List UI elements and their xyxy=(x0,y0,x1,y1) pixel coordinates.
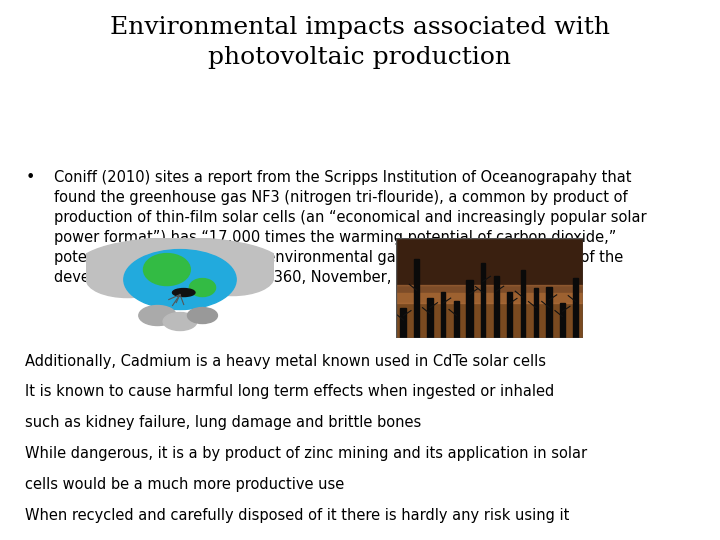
Text: •: • xyxy=(25,170,35,185)
Ellipse shape xyxy=(77,238,283,294)
Text: such as kidney failure, lung damage and brittle bones: such as kidney failure, lung damage and … xyxy=(25,415,421,430)
Bar xyxy=(481,262,485,338)
Text: Coniff (2010) sites a report from the Scripps Institution of Oceanograpahy that
: Coniff (2010) sites a report from the Sc… xyxy=(54,170,647,285)
Bar xyxy=(507,292,512,338)
Bar xyxy=(400,308,407,338)
Circle shape xyxy=(163,313,197,330)
Bar xyxy=(428,298,433,338)
Circle shape xyxy=(187,308,217,323)
Bar xyxy=(441,292,445,338)
Bar xyxy=(396,293,583,338)
Text: cells would be a much more productive use: cells would be a much more productive us… xyxy=(25,477,344,492)
Bar xyxy=(521,271,525,338)
Ellipse shape xyxy=(173,288,195,296)
Bar xyxy=(396,238,583,298)
Circle shape xyxy=(124,249,236,309)
Bar xyxy=(396,285,583,302)
Ellipse shape xyxy=(174,244,242,267)
Bar xyxy=(546,287,552,338)
Text: When recycled and carefully disposed of it there is hardly any risk using it: When recycled and carefully disposed of … xyxy=(25,508,570,523)
Ellipse shape xyxy=(143,254,190,286)
Bar xyxy=(573,278,578,338)
Ellipse shape xyxy=(189,279,215,296)
Bar xyxy=(494,276,499,338)
Text: It is known to cause harmful long term effects when ingested or inhaled: It is known to cause harmful long term e… xyxy=(25,384,554,400)
Ellipse shape xyxy=(192,260,274,295)
Ellipse shape xyxy=(86,261,168,298)
Text: While dangerous, it is a by product of zinc mining and its application in solar: While dangerous, it is a by product of z… xyxy=(25,446,588,461)
Bar xyxy=(414,259,419,338)
Text: Additionally, Cadmium is a heavy metal known used in CdTe solar cells: Additionally, Cadmium is a heavy metal k… xyxy=(25,354,546,369)
Bar xyxy=(559,302,565,338)
Ellipse shape xyxy=(120,239,195,267)
Bar xyxy=(454,301,459,338)
Bar xyxy=(467,280,473,338)
Circle shape xyxy=(139,306,176,326)
Bar xyxy=(534,288,539,338)
Text: Environmental impacts associated with
photovoltaic production: Environmental impacts associated with ph… xyxy=(110,16,610,69)
